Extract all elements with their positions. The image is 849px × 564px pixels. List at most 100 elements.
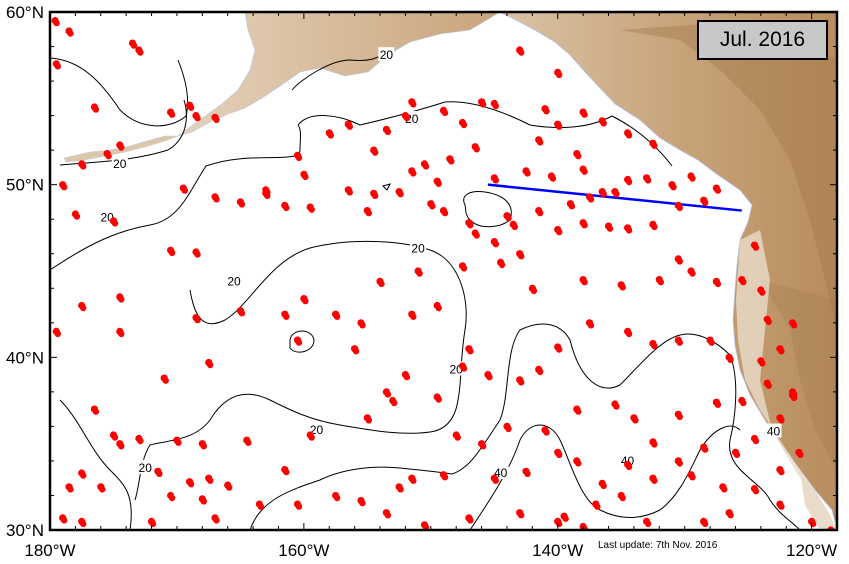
float-marker <box>168 111 176 118</box>
float-marker <box>556 451 563 458</box>
float-marker <box>556 346 563 353</box>
float-marker <box>448 158 455 165</box>
float-marker <box>790 391 798 398</box>
float-marker <box>92 106 100 113</box>
float-marker <box>613 403 620 410</box>
float-marker <box>721 486 728 493</box>
float-marker <box>492 240 499 248</box>
float-marker <box>467 517 474 524</box>
float-marker <box>702 199 709 206</box>
float-marker <box>346 189 353 196</box>
float-marker <box>175 439 182 446</box>
float-marker <box>372 192 379 199</box>
float-marker <box>168 249 176 256</box>
float-marker <box>454 434 461 441</box>
argo-floats <box>51 17 835 530</box>
float-marker <box>99 486 106 493</box>
contour-small-triangle <box>382 183 391 191</box>
float-marker <box>441 209 449 217</box>
float-marker <box>111 434 119 441</box>
float-marker <box>625 330 633 338</box>
map-frame <box>48 10 839 532</box>
alaska-landmass <box>177 12 501 137</box>
float-marker <box>594 503 601 510</box>
lat-tick-label: 30°N <box>6 521 44 540</box>
float-marker <box>625 132 633 139</box>
float-marker <box>327 132 334 139</box>
float-marker <box>537 368 544 376</box>
contour-label-bg <box>111 155 128 170</box>
contour-label-bg <box>226 273 243 288</box>
float-marker <box>264 192 271 199</box>
float-marker <box>676 339 683 346</box>
float-marker <box>352 348 360 355</box>
float-marker <box>625 178 633 186</box>
float-marker <box>397 190 404 198</box>
float-marker <box>733 451 741 458</box>
float-marker <box>295 154 303 161</box>
float-marker <box>689 474 696 481</box>
float-marker <box>790 322 798 329</box>
float-marker <box>651 223 658 231</box>
float-marker <box>778 348 785 355</box>
float-marker <box>118 443 125 450</box>
float-marker <box>435 180 442 187</box>
float-marker <box>238 310 246 317</box>
float-marker <box>410 101 417 108</box>
float-marker <box>581 222 588 229</box>
float-marker <box>511 223 518 231</box>
float-marker <box>676 204 683 212</box>
float-marker <box>619 494 626 502</box>
float-marker <box>752 487 760 495</box>
float-marker <box>479 443 487 450</box>
contour-label: 20 <box>380 48 394 62</box>
float-marker <box>562 515 569 522</box>
float-marker <box>575 460 582 467</box>
float-marker <box>651 477 658 484</box>
float-marker <box>200 443 207 450</box>
float-marker <box>308 434 315 441</box>
float-marker <box>752 437 760 445</box>
float-marker <box>67 30 74 37</box>
section-line <box>487 183 742 212</box>
float-marker <box>518 253 525 260</box>
float-marker <box>479 101 487 108</box>
lon-tick-label: 120°W <box>786 541 837 560</box>
float-marker <box>505 215 512 222</box>
float-marker <box>149 520 157 528</box>
mountain-shading <box>760 280 837 470</box>
contour-20-central <box>134 240 467 501</box>
float-marker <box>759 289 766 296</box>
float-marker <box>765 318 772 325</box>
float-marker <box>137 437 144 445</box>
float-marker <box>194 316 201 324</box>
float-marker <box>441 109 449 117</box>
lat-tick-label: 50°N <box>6 176 44 195</box>
contour-20-eddy <box>289 330 315 353</box>
float-marker <box>797 451 804 458</box>
float-marker <box>460 365 468 372</box>
float-marker <box>676 258 683 265</box>
float-marker <box>651 142 658 149</box>
float-marker <box>505 425 512 433</box>
float-marker <box>524 170 531 177</box>
float-marker <box>118 296 125 303</box>
float-marker <box>778 503 785 510</box>
float-marker <box>644 177 652 184</box>
float-marker <box>714 187 722 194</box>
float-marker <box>676 460 683 467</box>
float-marker <box>283 313 290 320</box>
float-marker <box>657 278 664 286</box>
float-marker <box>372 149 379 156</box>
float-marker <box>606 225 614 232</box>
float-marker <box>467 222 474 229</box>
axis-ticks: 30°N 40°N 50°N 60°N 180°W 160°W 140°W 120°W <box>6 3 838 560</box>
float-marker <box>403 114 411 122</box>
float-marker <box>625 463 633 471</box>
float-marker <box>708 339 715 346</box>
float-marker <box>213 517 220 524</box>
float-marker <box>308 206 315 213</box>
float-marker <box>333 494 341 502</box>
float-marker <box>359 499 366 507</box>
float-marker <box>581 111 588 118</box>
